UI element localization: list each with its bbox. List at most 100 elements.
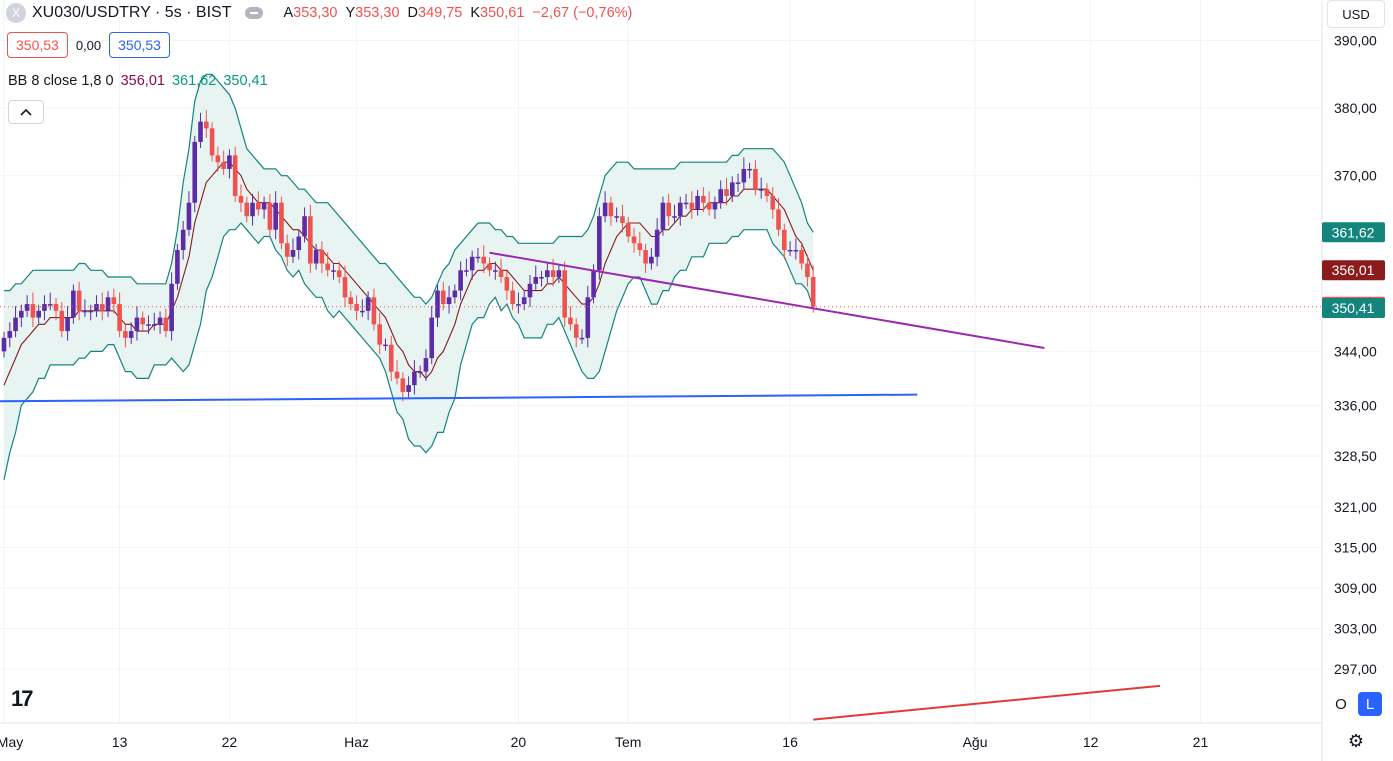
candle-body xyxy=(805,263,810,278)
candle-body xyxy=(105,297,111,311)
candle-body xyxy=(701,195,706,203)
price-tick-label: 344,00 xyxy=(1334,343,1377,359)
candle-body xyxy=(284,243,290,257)
indicator-legend[interactable]: BB 8 close 1,8 0 356,01 361,62 350,41 xyxy=(8,73,268,89)
time-tick-label: Haz xyxy=(344,734,369,750)
candle-body xyxy=(400,378,406,392)
log-scale-button[interactable]: L xyxy=(1358,692,1382,716)
candle-body xyxy=(458,270,463,291)
indicator-name: BB 8 close 1,8 0 xyxy=(8,73,114,89)
auto-scale-button[interactable]: O xyxy=(1329,692,1353,716)
candle-body xyxy=(215,155,221,163)
candle-body xyxy=(123,331,128,338)
candle-body xyxy=(313,250,319,264)
price-tick-label: 321,00 xyxy=(1334,499,1377,515)
candle-body xyxy=(493,270,498,272)
candle-body xyxy=(614,216,619,218)
candle-body xyxy=(776,209,781,230)
price-tick-label: 336,00 xyxy=(1334,397,1377,413)
time-tick-label: Tem xyxy=(615,734,641,750)
candle-body xyxy=(521,297,527,305)
candle-body xyxy=(637,243,643,251)
candle-body xyxy=(273,202,278,230)
candle-body xyxy=(30,304,36,318)
candle-body xyxy=(325,263,330,271)
candle-body xyxy=(117,304,122,332)
price-badge-label: 361,62 xyxy=(1332,224,1375,240)
candle-body xyxy=(209,128,215,156)
candle-body xyxy=(741,168,747,183)
sell-price-button[interactable]: 350,53 xyxy=(7,32,68,58)
price-badge-label: 356,01 xyxy=(1332,262,1375,278)
gear-icon[interactable]: ⚙ xyxy=(1347,730,1365,751)
collapse-indicators-button[interactable] xyxy=(8,100,44,124)
candle-body xyxy=(412,371,417,386)
candle-body xyxy=(440,290,446,305)
candle-body xyxy=(76,290,82,311)
candle-body xyxy=(221,162,226,169)
candle-body xyxy=(747,168,752,171)
candle-body xyxy=(47,304,53,306)
candle-body xyxy=(169,283,174,332)
candle-body xyxy=(1,337,7,352)
candle-body xyxy=(13,317,18,332)
trendline-red xyxy=(813,684,1161,721)
candle-body xyxy=(510,290,515,305)
candle-body xyxy=(377,324,382,345)
candle-body xyxy=(111,297,117,305)
candle-body xyxy=(331,270,336,272)
candle-body xyxy=(417,371,423,374)
symbol-header: X XU030/USDTRY · 5s · BIST A353,30 Y353,… xyxy=(6,3,632,23)
candle-body xyxy=(290,250,296,257)
candle-body xyxy=(724,189,729,196)
candle-body xyxy=(469,256,475,271)
candle-body xyxy=(279,202,284,244)
ohlc-high: Y353,30 xyxy=(345,5,400,21)
candle-body xyxy=(42,304,47,311)
candle-body xyxy=(735,182,741,184)
candle-body xyxy=(435,290,440,318)
price-badge-label: 350,41 xyxy=(1332,300,1375,316)
time-tick-label: 21 xyxy=(1193,734,1209,750)
candle-body xyxy=(423,358,429,372)
symbol-title[interactable]: XU030/USDTRY · 5s · BIST xyxy=(32,4,232,21)
candle-body xyxy=(59,310,65,332)
candle-body xyxy=(232,155,238,196)
candle-body xyxy=(568,317,573,325)
price-badge xyxy=(1322,260,1385,281)
currency-button[interactable]: USD xyxy=(1327,0,1385,28)
buy-price-button[interactable]: 350,53 xyxy=(109,32,170,58)
candle-body xyxy=(446,297,452,305)
candle-body xyxy=(365,297,371,311)
ohlc-change: −2,67 (−0,76%) xyxy=(532,5,633,21)
time-tick-label: 22 xyxy=(222,734,238,750)
candle-body xyxy=(591,270,596,298)
bb-upper-value: 361,62 xyxy=(171,73,217,89)
price-tick-label: 380,00 xyxy=(1334,100,1377,116)
price-tick-label: 297,00 xyxy=(1334,661,1377,677)
candle-body xyxy=(643,250,648,264)
candle-body xyxy=(533,277,539,284)
candle-body xyxy=(666,202,671,217)
candle-body xyxy=(157,317,163,325)
price-badge xyxy=(1322,298,1385,319)
price-tick-label: 328,50 xyxy=(1334,448,1377,464)
collapse-legend-icon[interactable] xyxy=(245,7,264,19)
candle-body xyxy=(429,317,435,359)
candle-body xyxy=(151,324,157,326)
candle-body xyxy=(88,310,93,313)
ohlc-low: D349,75 xyxy=(407,5,463,21)
candle-body xyxy=(53,304,59,311)
candle-body xyxy=(394,371,400,379)
candle-body xyxy=(585,297,591,338)
candle-body xyxy=(677,202,683,217)
candle-body xyxy=(302,216,307,237)
candle-body xyxy=(36,310,41,318)
candle-body xyxy=(99,304,105,311)
candle-body xyxy=(19,310,24,318)
candle-body xyxy=(683,202,689,205)
candle-body xyxy=(718,189,724,203)
candle-body xyxy=(7,331,13,338)
price-tick-label: 309,00 xyxy=(1334,580,1377,596)
